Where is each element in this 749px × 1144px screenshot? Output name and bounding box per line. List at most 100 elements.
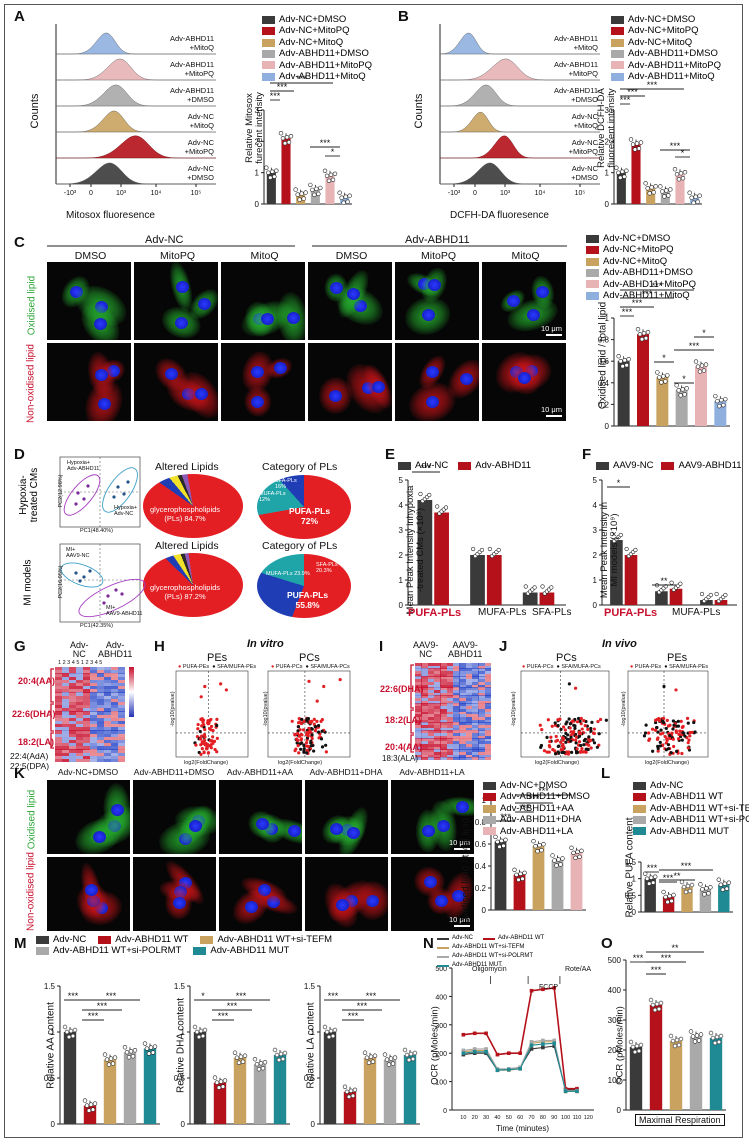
heatmap-cell xyxy=(459,681,466,685)
heatmap-cell xyxy=(415,698,422,701)
nucleus xyxy=(434,895,448,908)
figure-frame xyxy=(4,4,743,1138)
heatmap-cell xyxy=(478,692,485,696)
heatmap-cell xyxy=(440,738,447,742)
heatmap-cell xyxy=(69,758,77,763)
heatmap-cell xyxy=(459,689,466,693)
heatmap-cell xyxy=(459,695,466,699)
heatmap-cell xyxy=(446,703,454,707)
ylabel-h2: -log10(pvalue) xyxy=(263,691,269,727)
column-header: MitoQ xyxy=(250,250,279,262)
heatmap-cell xyxy=(434,689,441,693)
cat-mufa-e: MUFA-PLs xyxy=(478,607,527,618)
nucleus xyxy=(251,395,265,408)
heatmap-cell xyxy=(62,692,70,696)
heatmap-cell xyxy=(478,681,485,685)
heatmap-cell xyxy=(440,724,447,728)
heatmap-cell xyxy=(453,700,460,704)
heatmap-cell xyxy=(446,716,454,720)
heatmap-cell xyxy=(427,668,435,672)
heatmap-cell xyxy=(415,663,422,666)
heatmap-cell xyxy=(62,689,70,693)
heatmap-cell xyxy=(76,670,84,674)
hist-row-label: Adv-ABHD11 +MitoPQ xyxy=(553,60,598,78)
mini-label-2: MUFA-PLs 12% xyxy=(259,491,286,503)
legend-label: Adv-NC+DMSO xyxy=(279,14,347,25)
heatmap-cell xyxy=(83,686,91,690)
n-ylabel: OCR (pMoles/min) xyxy=(429,1006,441,1085)
heatmap-cell xyxy=(434,708,441,712)
heatmap-cell xyxy=(446,724,454,728)
heatmap-cell xyxy=(97,746,105,750)
heatmap-cell xyxy=(465,698,473,701)
heatmap-cell xyxy=(104,689,112,693)
heatmap-cell xyxy=(415,679,422,683)
heatmap-cell xyxy=(459,716,466,720)
heatmap-cell xyxy=(472,733,479,737)
legend-swatch xyxy=(483,827,496,836)
heatmap-cell xyxy=(472,689,479,693)
heatmap-cell xyxy=(421,679,428,683)
nucleus xyxy=(175,317,189,330)
heatmap-cell xyxy=(484,727,492,731)
legend-label: Adv-ABHD11 WT+si-POLRMT xyxy=(452,953,534,959)
heatmap-cell xyxy=(62,736,70,741)
heatmap-cell xyxy=(415,695,422,699)
heatmap-cell xyxy=(478,730,485,734)
heatmap-cell xyxy=(90,727,98,731)
sub-j-pc: PCs xyxy=(556,652,577,664)
xlabel-a: Mitosox fluoresence xyxy=(66,210,155,221)
legend-label: Adv-ABHD11+MitoPQ xyxy=(603,278,697,290)
heatmap-cell xyxy=(427,679,435,683)
heatmap-g xyxy=(55,667,126,763)
oxidised-micrograph xyxy=(133,780,216,854)
heatmap-cell xyxy=(83,714,91,718)
heatmap-cell xyxy=(97,714,105,718)
heatmap-cell xyxy=(55,705,63,709)
a-bar-ylabel: Relative Mitosox furecent intensity xyxy=(244,92,265,164)
heatmap-cell xyxy=(465,733,473,737)
heatmap-cell xyxy=(440,754,447,758)
leg-text: SFA/MUFA-PCs xyxy=(561,664,601,670)
heatmap-cell xyxy=(427,738,435,742)
panel-label-j: J xyxy=(499,638,508,655)
histogram-curve xyxy=(56,32,216,55)
heatmap-cell xyxy=(69,727,77,731)
heatmap-cell xyxy=(446,695,454,699)
heatmap-cell xyxy=(118,736,126,741)
histogram-curve xyxy=(56,84,216,107)
heatmap-cell xyxy=(472,692,479,696)
legend-c-item: Adv-NC+DMSO xyxy=(586,233,696,244)
nucleus xyxy=(346,826,360,839)
legend-label: Adv-ABHD11 WT+si-POLRMT xyxy=(53,945,182,957)
heatmap-g-col1: Adv- NC xyxy=(70,640,89,659)
heatmap-cell xyxy=(118,714,126,718)
heatmap-cell xyxy=(76,708,84,712)
legend-a-item: Adv-ABHD11+DMSO xyxy=(262,48,372,59)
heatmap-cell xyxy=(446,673,454,677)
leg-text: PUFA-PEs xyxy=(634,664,662,670)
pca1-xlabel: PC1(48.40%) xyxy=(80,528,114,534)
heatmap-cell xyxy=(440,746,447,750)
ylabel-e: Mean Peak Intensity inhypoxia -treated C… xyxy=(405,485,426,615)
heatmap-cell xyxy=(465,671,473,675)
column-header: Adv-ABHD11+DMSO xyxy=(133,767,215,777)
heatmap-cell xyxy=(478,743,485,747)
nucleus xyxy=(451,890,465,903)
heatmap-cell xyxy=(434,735,441,739)
heatmap-cell xyxy=(415,733,422,737)
heatmap-cell xyxy=(427,716,435,720)
heatmap-cell xyxy=(97,676,105,680)
heatmap-cell xyxy=(484,687,492,691)
heatmap-cell xyxy=(421,703,428,707)
heatmap-cell xyxy=(76,679,84,684)
heatmap-cell xyxy=(111,701,119,706)
heatmap-cell xyxy=(421,708,428,712)
heatmap-cell xyxy=(90,708,98,712)
g-row-la: 18:2(LA) xyxy=(18,737,55,747)
heatmap-cell xyxy=(83,708,91,712)
scale-bar-label: 10 μm xyxy=(449,838,470,847)
heatmap-cell xyxy=(453,741,460,745)
counts-ylabel-a: Counts xyxy=(29,93,41,129)
heatmap-cell xyxy=(472,722,479,726)
